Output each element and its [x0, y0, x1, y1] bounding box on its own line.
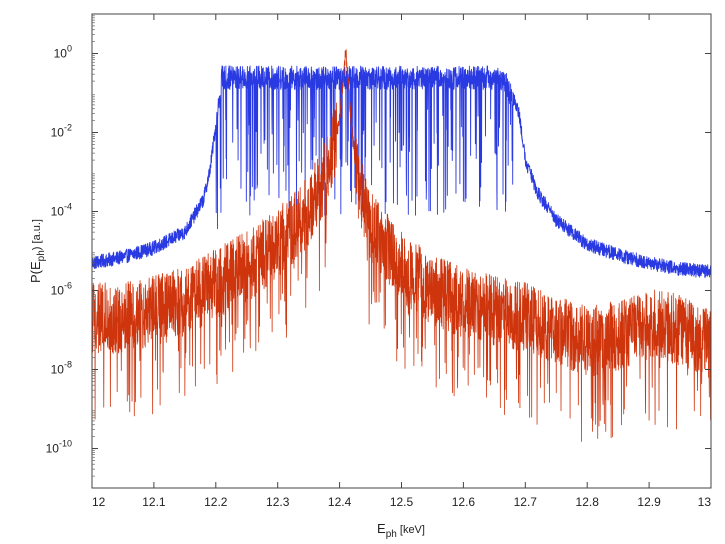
x-tick-label: 12.7 — [514, 495, 538, 509]
x-tick-label: 12.6 — [452, 495, 476, 509]
x-tick-label: 12.1 — [142, 495, 166, 509]
x-tick-label: 12.5 — [390, 495, 414, 509]
x-tick-label: 12 — [92, 495, 106, 509]
x-tick-label: 12.8 — [576, 495, 600, 509]
x-axis: 12 12.1 12.2 12.3 12.4 12.5 12.6 12.7 12.8 12.9 13 — [91, 14, 712, 509]
y-axis-label-main: P(E — [28, 261, 43, 283]
x-axis-label-main: E — [377, 521, 386, 536]
y-tick-label: 10-6 — [51, 281, 72, 298]
y-tick-label: 10-10 — [46, 439, 72, 456]
y-tick-label: 10-4 — [51, 202, 72, 219]
y-axis-label: P(Eph) [a.u.] — [28, 219, 47, 283]
x-axis-label: Eph [keV] — [377, 521, 425, 540]
x-axis-label-sub: ph — [386, 529, 397, 540]
series-layer — [91, 49, 712, 442]
y-tick-label: 100 — [54, 44, 72, 61]
x-axis-label-unit: [keV] — [397, 524, 425, 536]
y-axis-label-sub: ph — [36, 250, 47, 261]
y-axis-label-tail: ) [a.u.] — [31, 219, 43, 250]
x-tick-label: 12.9 — [637, 495, 661, 509]
x-tick-label: 12.4 — [328, 495, 352, 509]
series-line-0 — [91, 65, 712, 278]
x-tick-label: 13 — [698, 495, 712, 509]
y-tick-label: 10-8 — [51, 360, 72, 377]
x-tick-label: 12.2 — [204, 495, 228, 509]
series-line-1 — [91, 49, 712, 442]
y-tick-label: 10-2 — [51, 123, 72, 140]
x-tick-label: 12.3 — [266, 495, 290, 509]
y-axis: 100 10-2 10-4 10-6 10-8 10-10 — [46, 15, 711, 477]
